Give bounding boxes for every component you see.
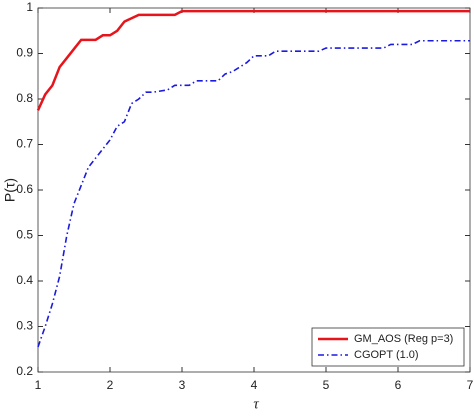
legend-box: [311, 327, 465, 367]
y-tick-label: 0.9: [16, 46, 33, 60]
x-tick-label: 7: [467, 378, 474, 392]
y-axis-label: P(τ): [2, 178, 18, 202]
series-line: [36, 9, 470, 111]
y-tick-label: 0.7: [16, 137, 33, 151]
y-tick-label: 0.4: [16, 273, 33, 287]
x-tick-label: 5: [323, 378, 330, 392]
x-tick-label: 6: [395, 378, 402, 392]
x-tick-label: 4: [251, 378, 258, 392]
x-tick-label: 3: [179, 378, 186, 392]
legend-label: CGOPT (1.0): [354, 349, 419, 361]
y-tick-label: 0.3: [16, 319, 33, 333]
y-tick-label: 0.2: [16, 364, 33, 378]
y-tick-label: 1: [26, 0, 33, 14]
legend-label: GM_AOS (Reg p=3): [354, 333, 453, 345]
y-tick-label: 0.8: [16, 91, 33, 105]
y-tick-label: 0.5: [16, 228, 33, 242]
series-line: [37, 39, 470, 348]
x-axis-label: τ: [253, 396, 259, 412]
plot-area: [37, 7, 471, 373]
x-tick-label: 1: [35, 378, 42, 392]
x-tick-label: 2: [107, 378, 114, 392]
y-tick-label: 0.6: [16, 182, 33, 196]
